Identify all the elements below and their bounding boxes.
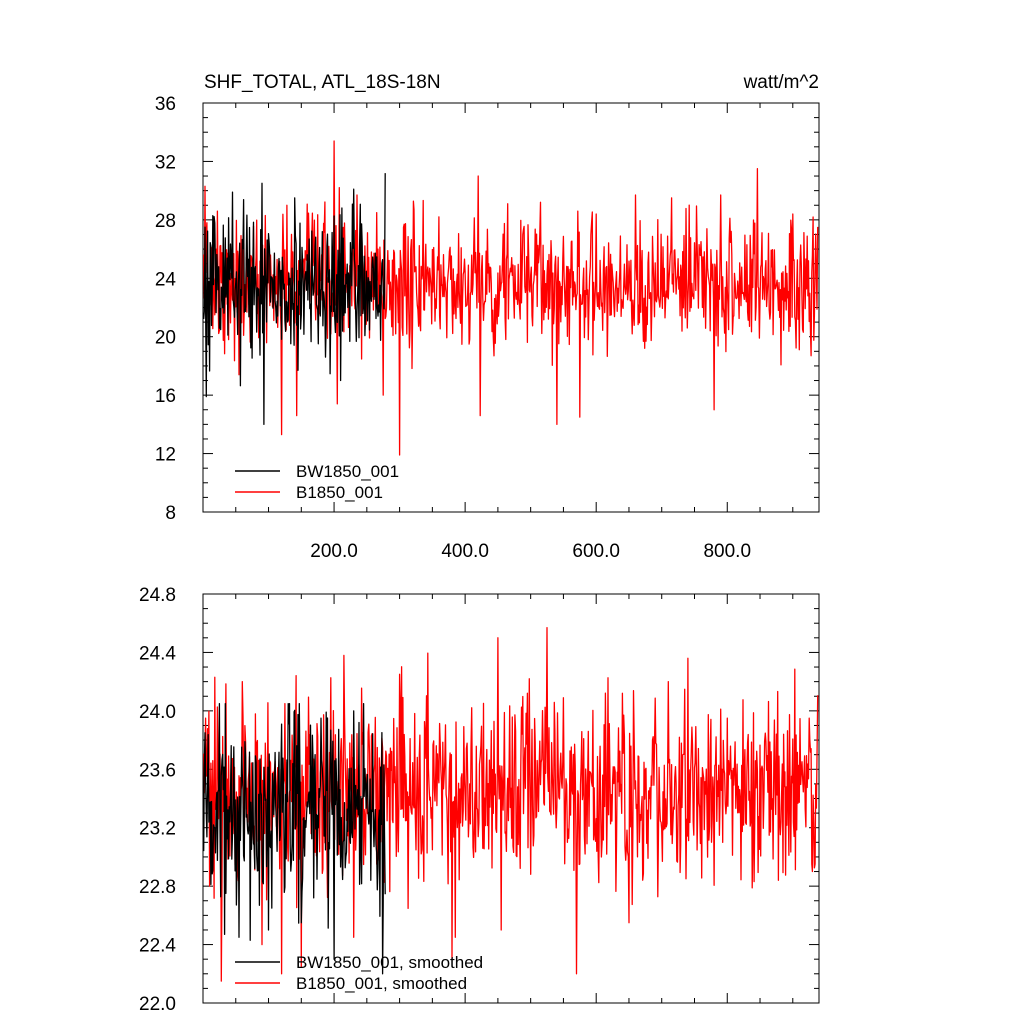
bottom-ytick-label: 22.8: [139, 877, 176, 898]
bottom-legend: BW1850_001, smoothed B1850_001, smoothed: [235, 953, 483, 993]
top-ytick-label: 28: [155, 211, 176, 232]
bottom-axis-ticks: 22.0 22.4 22.8 23.2 23.6 24.0 24.4 24.8: [139, 585, 819, 1015]
top-series-line-b1850-001: [203, 140, 819, 456]
top-chart-units: watt/m^2: [743, 72, 819, 93]
top-legend-label-b1850: B1850_001: [296, 483, 383, 502]
bottom-panel: 22.0 22.4 22.8 23.2 23.6 24.0 24.4 24.8 BW1850_…: [139, 585, 820, 1015]
top-legend-label-bw1850: BW1850_001: [296, 462, 399, 481]
top-ytick-label: 24: [155, 269, 177, 290]
bottom-ytick-label: 23.2: [139, 819, 176, 840]
bottom-series-line-bw1850-001-smoothed: [203, 702, 386, 975]
top-series-lines: [203, 140, 819, 456]
bottom-ytick-label: 22.4: [139, 936, 176, 957]
bottom-legend-label-bw1850: BW1850_001, smoothed: [296, 953, 483, 972]
top-axis-ticks: 8 12 16 20 24 28 32 36 200.0 400.0 600.0 800.0: [155, 94, 819, 562]
top-series-line-bw1850-001: [203, 173, 386, 426]
bottom-series-line-b1850-001-smoothed: [203, 626, 819, 982]
top-ytick-label: 8: [165, 503, 176, 524]
top-ytick-label: 20: [155, 328, 176, 349]
top-ytick-label: 16: [155, 386, 176, 407]
top-xtick-label: 200.0: [310, 541, 358, 562]
top-ytick-label: 36: [155, 94, 176, 115]
bottom-series-lines: [203, 626, 819, 982]
bottom-ytick-label: 23.6: [139, 760, 176, 781]
bottom-ytick-label: 22.0: [139, 994, 176, 1015]
top-ytick-label: 32: [155, 152, 176, 173]
top-xtick-label: 600.0: [572, 541, 620, 562]
top-legend: BW1850_001 B1850_001: [235, 462, 399, 502]
bottom-ytick-label: 24.4: [139, 643, 176, 664]
bottom-legend-label-b1850: B1850_001, smoothed: [296, 974, 467, 993]
bottom-ytick-label: 24.0: [139, 702, 176, 723]
top-panel: SHF_TOTAL, ATL_18S-18N watt/m^2 8 12 16 20 2…: [155, 72, 820, 562]
bottom-ytick-label: 24.8: [139, 585, 176, 606]
top-ytick-label: 12: [155, 445, 176, 466]
top-xtick-label: 400.0: [441, 541, 489, 562]
top-xtick-label: 800.0: [703, 541, 751, 562]
top-chart-title: SHF_TOTAL, ATL_18S-18N: [204, 72, 441, 93]
